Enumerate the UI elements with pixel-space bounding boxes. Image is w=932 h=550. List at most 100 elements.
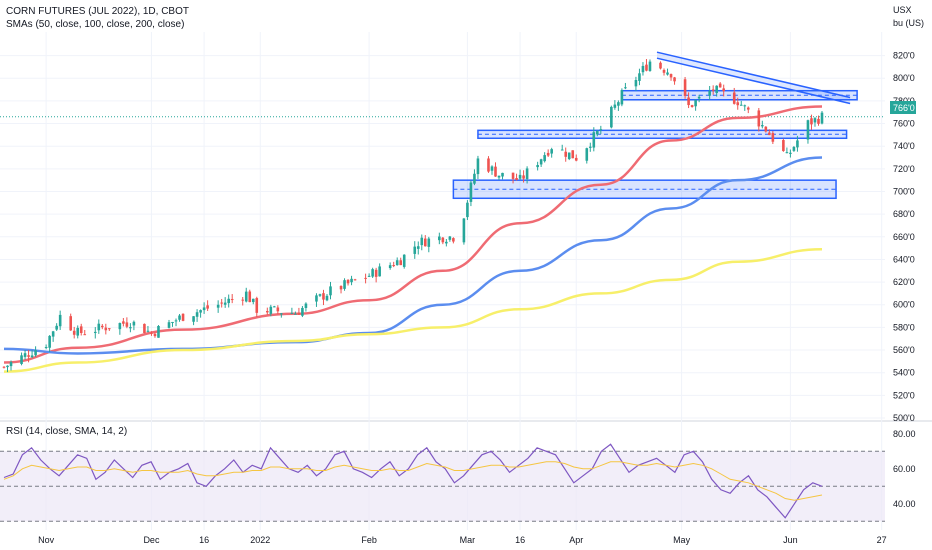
candle-body bbox=[445, 241, 448, 244]
candle-body bbox=[571, 150, 575, 159]
x-tick-label: 16 bbox=[515, 535, 525, 545]
candle-body bbox=[132, 321, 136, 326]
candle-body bbox=[343, 280, 346, 289]
candle-body bbox=[806, 120, 810, 140]
candle-body bbox=[420, 237, 424, 246]
candle-body bbox=[792, 146, 796, 151]
unit-measure: bu (US) bbox=[893, 18, 924, 28]
last-price-label: 766'0 bbox=[893, 103, 915, 113]
candle-body bbox=[441, 237, 445, 243]
candle-body bbox=[423, 238, 427, 247]
y-tick-label: 700'0 bbox=[893, 186, 915, 196]
candle-body bbox=[690, 105, 694, 107]
candle-body bbox=[122, 321, 125, 324]
candle-body bbox=[227, 298, 230, 304]
candle-body bbox=[645, 64, 648, 71]
candle-body bbox=[546, 152, 550, 156]
y-tick-label: 540'0 bbox=[893, 368, 915, 378]
candle-body bbox=[223, 302, 227, 305]
trend-layer bbox=[656, 51, 851, 105]
candle-body bbox=[497, 175, 501, 178]
candle-body bbox=[820, 112, 824, 124]
grid-layer bbox=[0, 32, 932, 530]
candle-body bbox=[6, 365, 9, 368]
y-tick-label: 640'0 bbox=[893, 254, 915, 264]
last-price-badge bbox=[890, 101, 916, 114]
candle-body bbox=[129, 327, 132, 329]
candle-body bbox=[167, 322, 171, 328]
candle-body bbox=[588, 146, 592, 148]
candle-body bbox=[230, 299, 234, 301]
x-tick-label: May bbox=[673, 535, 691, 545]
y-tick-label: 620'0 bbox=[893, 277, 915, 287]
candle-body bbox=[490, 166, 494, 171]
candle-body bbox=[427, 238, 431, 247]
candle-body bbox=[353, 279, 357, 281]
candle-body bbox=[301, 307, 304, 316]
candle-body bbox=[743, 105, 747, 107]
candle-body bbox=[522, 175, 525, 179]
candle-body bbox=[153, 333, 157, 337]
trendline-lower bbox=[656, 57, 851, 105]
rsi-y-tick-label: 80.00 bbox=[893, 429, 916, 439]
candle-body bbox=[399, 260, 403, 266]
candle-body bbox=[51, 331, 55, 337]
candle-body bbox=[157, 325, 160, 338]
candle-body bbox=[69, 316, 73, 331]
candle-body bbox=[634, 79, 638, 87]
candle-body bbox=[560, 149, 564, 151]
candle-body bbox=[195, 312, 199, 317]
trend-channel bbox=[656, 52, 851, 104]
candle-body bbox=[624, 87, 627, 89]
candle-body bbox=[785, 152, 789, 154]
candle-body bbox=[297, 312, 301, 315]
candle-body bbox=[174, 320, 178, 322]
axis-layer: 500'0 520'0 540'0 560'0 580'0 600'0 620'0 640'0… bbox=[38, 51, 915, 545]
candle-body bbox=[266, 311, 269, 313]
candle-body bbox=[79, 326, 83, 333]
candle-body bbox=[97, 323, 101, 331]
candle-body bbox=[367, 275, 371, 277]
candle-body bbox=[374, 269, 378, 277]
y-tick-label: 520'0 bbox=[893, 390, 915, 400]
candle-body bbox=[768, 132, 771, 136]
candle-body bbox=[515, 178, 518, 181]
candle-body bbox=[192, 316, 195, 322]
candle-body bbox=[697, 96, 701, 99]
x-tick-label: Feb bbox=[361, 535, 377, 545]
y-tick-label: 740'0 bbox=[893, 141, 915, 151]
candle-body bbox=[216, 304, 220, 308]
candle-body bbox=[9, 362, 13, 367]
candle-body bbox=[104, 327, 108, 331]
candle-body bbox=[574, 157, 578, 161]
candle-body bbox=[171, 321, 174, 323]
candle-body bbox=[813, 118, 817, 123]
candle-body bbox=[761, 125, 764, 127]
candle-body bbox=[669, 74, 673, 78]
x-tick-label: Apr bbox=[569, 535, 583, 545]
candle-body bbox=[501, 172, 504, 177]
x-tick-label: Jun bbox=[783, 535, 798, 545]
candle-body bbox=[620, 90, 624, 105]
candle-body bbox=[683, 79, 687, 96]
candle-body bbox=[294, 313, 297, 315]
candle-body bbox=[494, 166, 497, 177]
candle-body bbox=[550, 149, 553, 154]
candle-body bbox=[150, 332, 153, 334]
candle-body bbox=[466, 202, 469, 218]
candle-body bbox=[388, 265, 392, 269]
candle-body bbox=[525, 168, 529, 180]
candle-body bbox=[325, 295, 329, 301]
candle-body bbox=[350, 278, 353, 283]
candle-body bbox=[764, 126, 768, 132]
candle-body bbox=[564, 151, 568, 157]
candle-body bbox=[34, 350, 37, 356]
candle-body bbox=[610, 106, 613, 128]
candle-body bbox=[641, 65, 645, 73]
candle-body bbox=[371, 269, 374, 277]
candle-body bbox=[402, 254, 406, 267]
candle-body bbox=[736, 102, 740, 106]
candle-body bbox=[771, 133, 775, 142]
rsi-layer bbox=[0, 443, 885, 522]
